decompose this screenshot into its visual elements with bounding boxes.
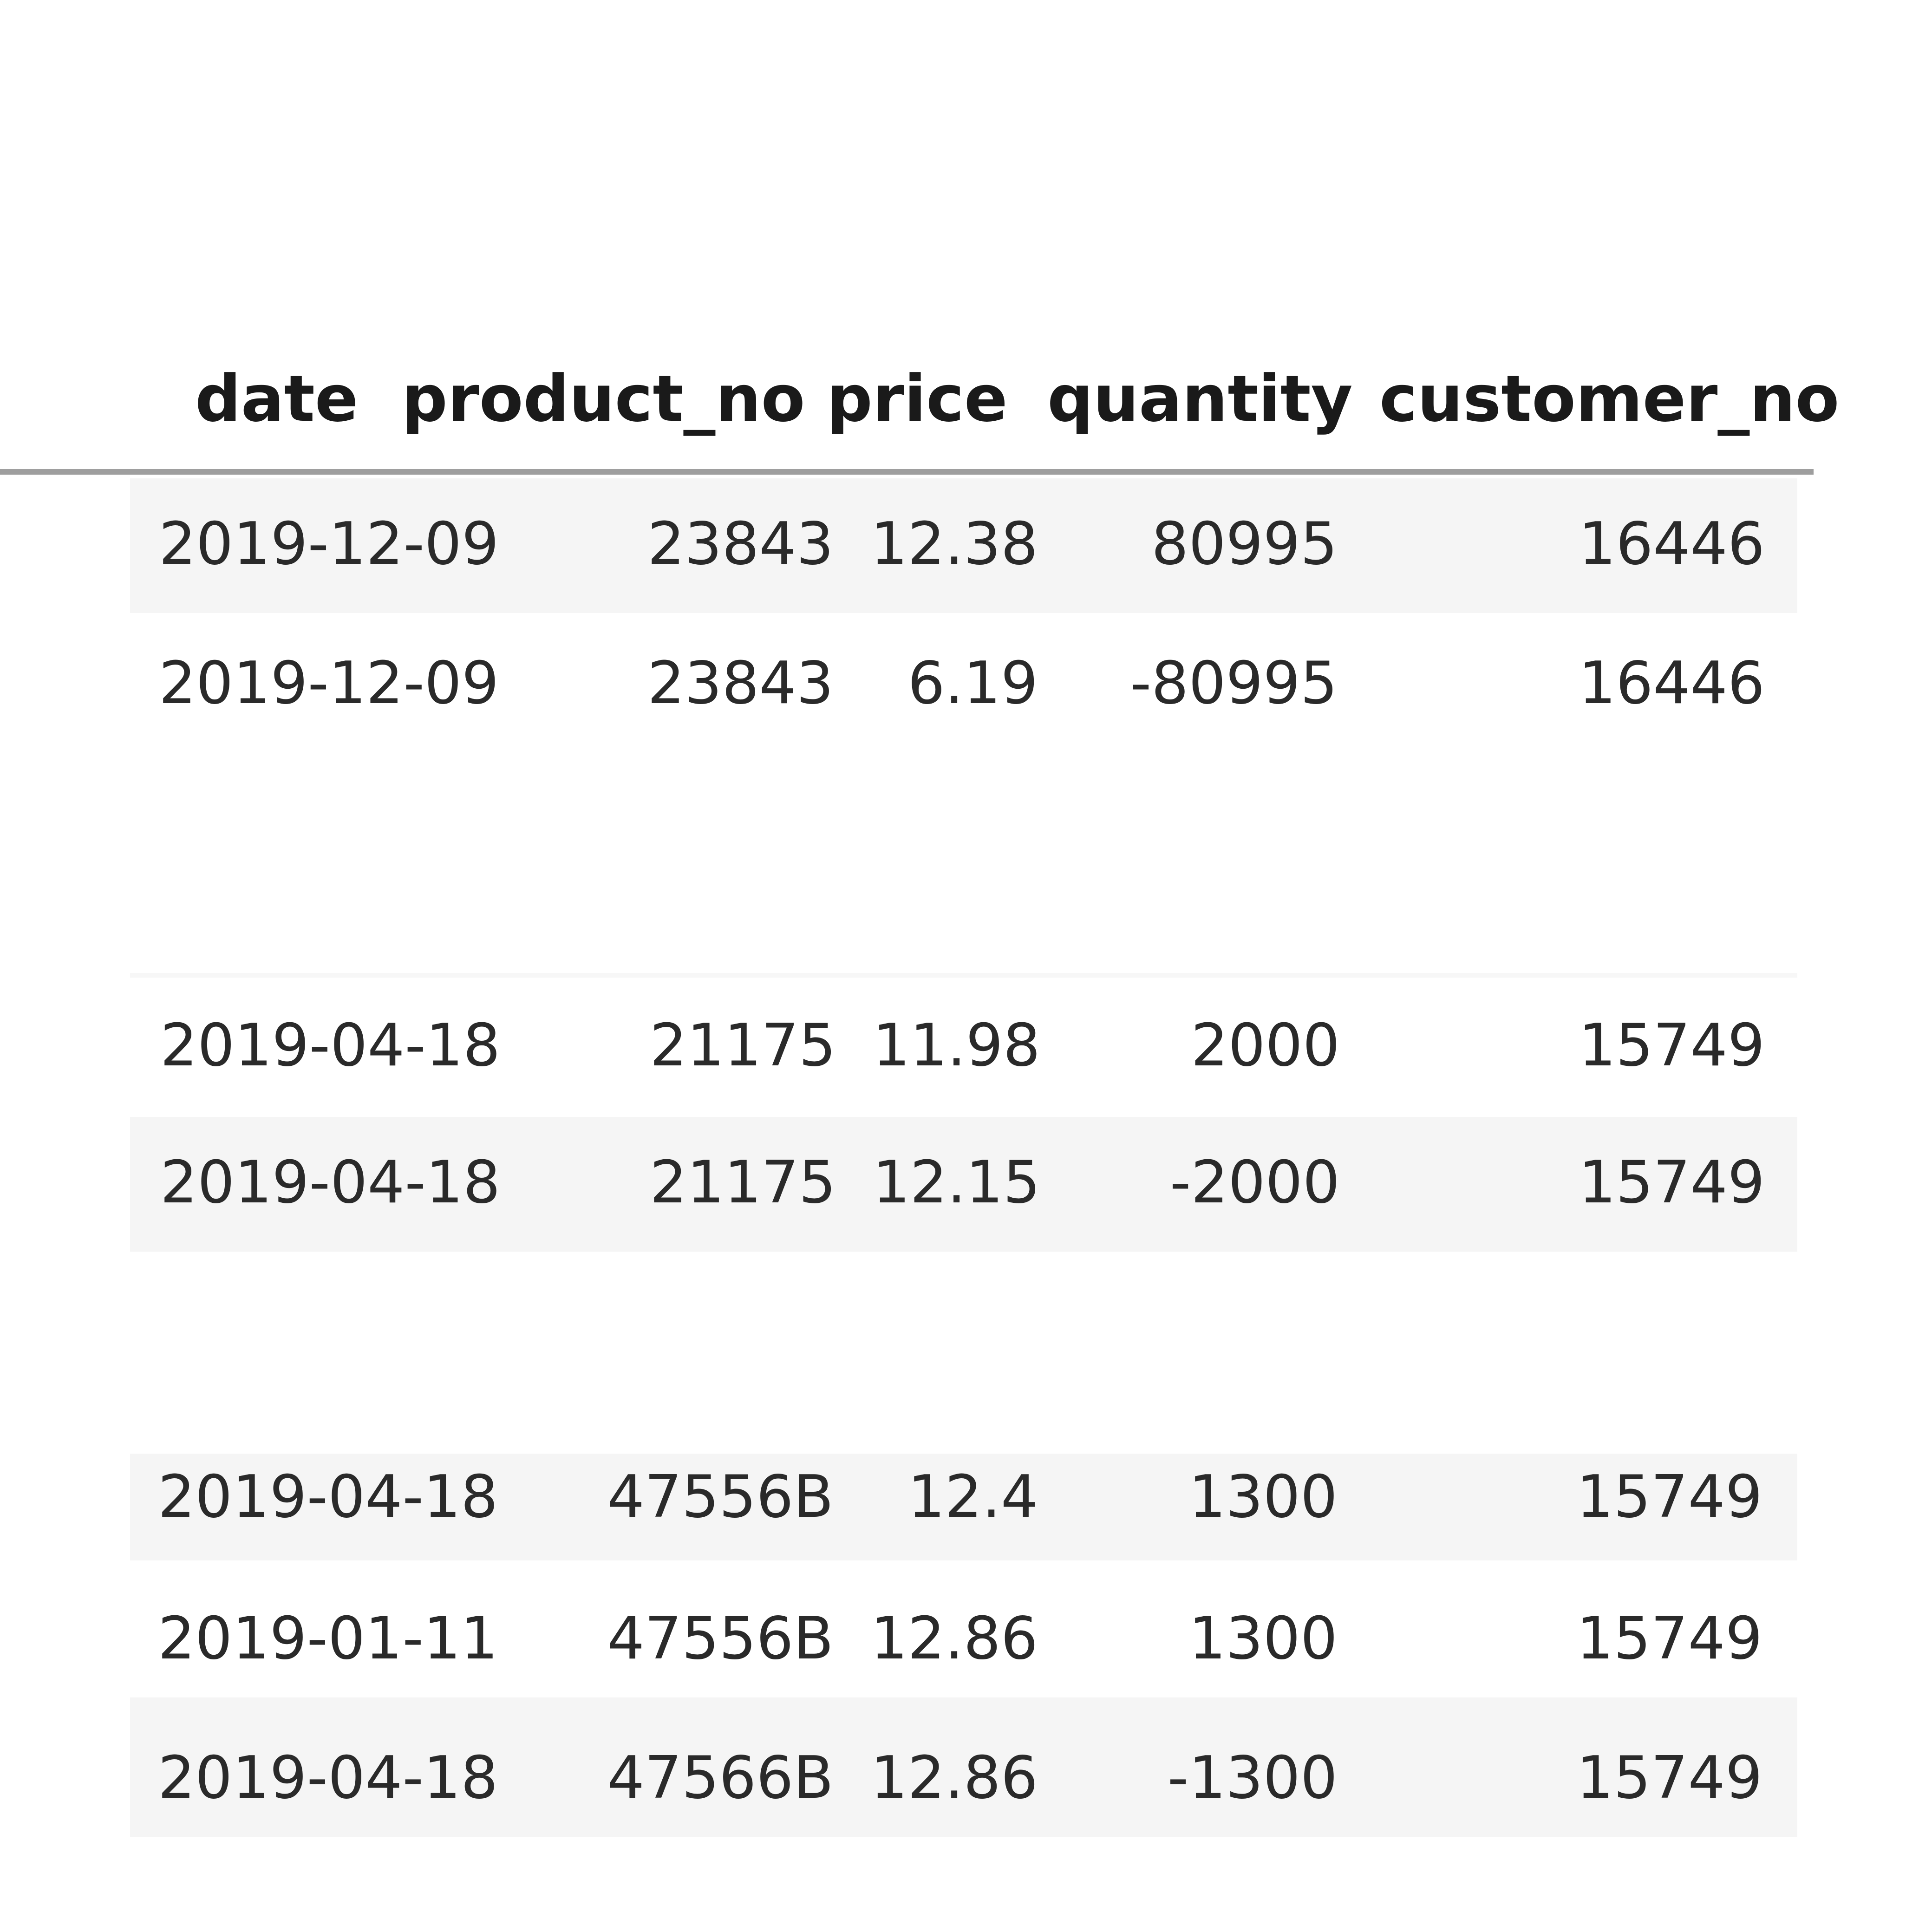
cell-date: 2019-12-09 bbox=[159, 649, 499, 717]
cell-quantity: 80995 bbox=[1151, 509, 1338, 578]
table-row: 2019-01-11 47556B 12.86 1300 15749 bbox=[130, 1560, 1797, 1695]
row-divider bbox=[130, 973, 1797, 978]
table-row: 2019-04-18 47556B 12.4 1300 15749 bbox=[130, 1454, 1797, 1560]
column-header-quantity: quantity bbox=[1047, 361, 1353, 436]
cell-date: 2019-04-18 bbox=[158, 1743, 498, 1812]
cell-price: 11.98 bbox=[873, 1011, 1040, 1079]
cell-date: 2019-04-18 bbox=[160, 1011, 501, 1079]
column-header-price: price bbox=[827, 361, 1008, 436]
cell-customer-no: 16446 bbox=[1579, 649, 1765, 717]
cell-customer-no: 15749 bbox=[1576, 1462, 1762, 1531]
cell-price: 12.86 bbox=[870, 1743, 1038, 1812]
column-header-customer-no: customer_no bbox=[1379, 361, 1840, 436]
cell-date: 2019-01-11 bbox=[158, 1604, 498, 1672]
column-header-product-no: product_no bbox=[402, 361, 805, 436]
cell-quantity: 1300 bbox=[1188, 1462, 1338, 1531]
table-row: 2019-04-18 21175 12.15 -2000 15749 bbox=[130, 1117, 1797, 1252]
cell-product-no: 23843 bbox=[647, 509, 834, 578]
table-row: 2019-12-09 23843 12.38 80995 16446 bbox=[130, 478, 1797, 613]
cell-quantity: -1300 bbox=[1167, 1743, 1338, 1812]
header-divider bbox=[0, 469, 1814, 475]
table-row: 2019-04-18 21175 11.98 2000 15749 bbox=[130, 980, 1797, 1115]
cell-date: 2019-04-18 bbox=[158, 1462, 498, 1531]
cell-price: 12.86 bbox=[870, 1604, 1038, 1672]
cell-quantity: -2000 bbox=[1169, 1148, 1340, 1216]
table-row: 2019-12-09 23843 6.19 -80995 16446 bbox=[130, 618, 1797, 752]
table-row: 2019-04-18 47566B 12.86 -1300 15749 bbox=[130, 1697, 1797, 1837]
cell-date: 2019-04-18 bbox=[160, 1148, 501, 1216]
cell-price: 12.15 bbox=[873, 1148, 1040, 1216]
cell-price: 6.19 bbox=[907, 649, 1038, 717]
cell-quantity: 2000 bbox=[1191, 1011, 1340, 1079]
cell-quantity: 1300 bbox=[1188, 1604, 1338, 1672]
cell-product-no: 21175 bbox=[650, 1148, 836, 1216]
cell-customer-no: 15749 bbox=[1579, 1148, 1765, 1216]
cell-customer-no: 16446 bbox=[1579, 509, 1765, 578]
cell-product-no: 47556B bbox=[607, 1462, 834, 1531]
cell-customer-no: 15749 bbox=[1579, 1011, 1765, 1079]
cell-product-no: 21175 bbox=[650, 1011, 836, 1079]
cell-product-no: 47566B bbox=[607, 1743, 834, 1812]
cell-price: 12.4 bbox=[907, 1462, 1038, 1531]
cell-product-no: 47556B bbox=[607, 1604, 834, 1672]
cell-product-no: 23843 bbox=[647, 649, 834, 717]
cell-date: 2019-12-09 bbox=[159, 509, 499, 578]
table-header-row: date product_no price quantity customer_… bbox=[0, 320, 1839, 474]
cell-customer-no: 15749 bbox=[1576, 1604, 1762, 1672]
cell-price: 12.38 bbox=[870, 509, 1038, 578]
cell-quantity: -80995 bbox=[1130, 649, 1338, 717]
cell-customer-no: 15749 bbox=[1576, 1743, 1762, 1812]
column-header-date: date bbox=[195, 361, 359, 436]
